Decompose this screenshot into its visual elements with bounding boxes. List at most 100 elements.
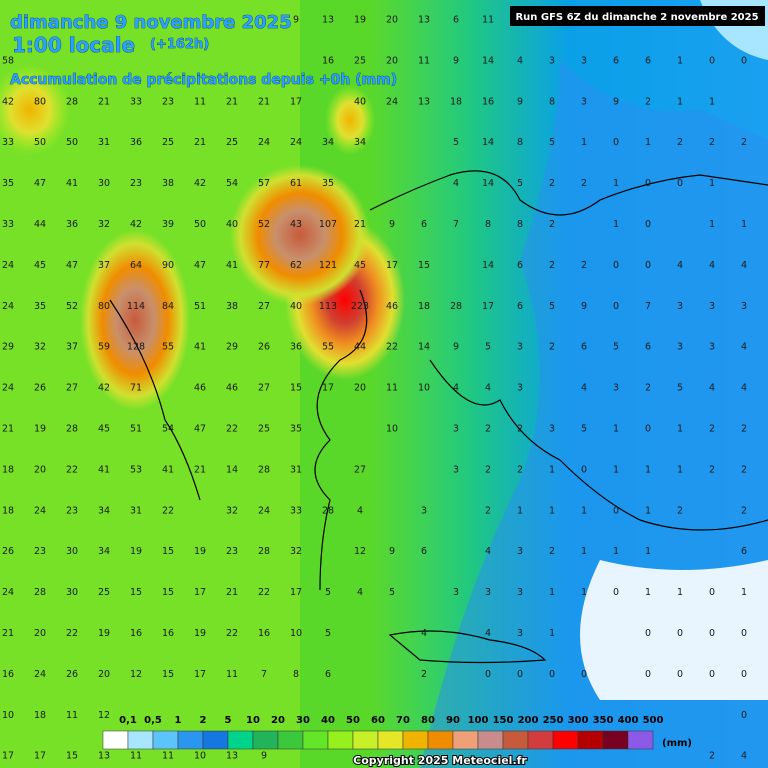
grid-value: 5 bbox=[325, 587, 331, 598]
grid-value: 1 bbox=[581, 137, 587, 148]
legend-label: 70 bbox=[396, 715, 410, 726]
grid-value: 15 bbox=[418, 260, 430, 271]
grid-value: 23 bbox=[226, 546, 238, 557]
grid-value: 6 bbox=[645, 55, 651, 66]
grid-value: 4 bbox=[709, 260, 715, 271]
grid-value: 41 bbox=[226, 260, 238, 271]
grid-value: 2 bbox=[677, 505, 683, 516]
grid-value: 40 bbox=[226, 219, 238, 230]
grid-value: 107 bbox=[319, 219, 337, 230]
grid-value: 25 bbox=[98, 587, 110, 598]
grid-value: 21 bbox=[354, 219, 366, 230]
date-title: dimanche 9 novembre 2025 bbox=[10, 12, 292, 33]
grid-value: 31 bbox=[98, 137, 110, 148]
grid-value: 2 bbox=[485, 424, 491, 435]
subtitle: Accumulation de précipitations depuis +0… bbox=[10, 72, 397, 88]
grid-value: 33 bbox=[290, 505, 302, 516]
legend-swatch bbox=[552, 730, 579, 750]
grid-value: 27 bbox=[258, 301, 270, 312]
grid-value: 11 bbox=[194, 96, 206, 107]
grid-value: 0 bbox=[613, 137, 619, 148]
grid-value: 22 bbox=[66, 628, 78, 639]
grid-value: 0 bbox=[677, 669, 683, 680]
grid-value: 3 bbox=[613, 383, 619, 394]
grid-value: 3 bbox=[517, 342, 523, 353]
grid-value: 24 bbox=[2, 260, 14, 271]
grid-value: 24 bbox=[34, 505, 46, 516]
grid-value: 20 bbox=[34, 628, 46, 639]
grid-value: 47 bbox=[194, 424, 206, 435]
grid-value: 34 bbox=[98, 546, 110, 557]
grid-value: 32 bbox=[290, 546, 302, 557]
grid-value: 26 bbox=[34, 383, 46, 394]
grid-value: 30 bbox=[66, 587, 78, 598]
grid-value: 5 bbox=[517, 178, 523, 189]
legend-label: 80 bbox=[421, 715, 435, 726]
grid-value: 35 bbox=[2, 178, 14, 189]
grid-value: 15 bbox=[162, 546, 174, 557]
grid-value: 6 bbox=[421, 546, 427, 557]
grid-value: 1 bbox=[677, 424, 683, 435]
grid-value: 1 bbox=[581, 505, 587, 516]
grid-value: 4 bbox=[741, 383, 747, 394]
grid-value: 77 bbox=[258, 260, 270, 271]
grid-value: 14 bbox=[482, 137, 494, 148]
grid-value: 32 bbox=[226, 505, 238, 516]
legend-label: 30 bbox=[296, 715, 310, 726]
legend-label: 60 bbox=[371, 715, 385, 726]
grid-value: 2 bbox=[677, 137, 683, 148]
grid-value: 28 bbox=[322, 505, 334, 516]
grid-value: 0 bbox=[549, 669, 555, 680]
grid-value: 24 bbox=[2, 383, 14, 394]
grid-value: 1 bbox=[613, 546, 619, 557]
grid-value: 21 bbox=[258, 96, 270, 107]
legend-swatch bbox=[377, 730, 404, 750]
grid-value: 31 bbox=[290, 464, 302, 475]
grid-value: 21 bbox=[194, 137, 206, 148]
grid-value: 20 bbox=[386, 55, 398, 66]
grid-value: 25 bbox=[258, 424, 270, 435]
grid-value: 27 bbox=[66, 383, 78, 394]
grid-value: 11 bbox=[418, 55, 430, 66]
grid-value: 9 bbox=[453, 342, 459, 353]
legend-swatch bbox=[427, 730, 454, 750]
legend-swatch bbox=[477, 730, 504, 750]
grid-value: 23 bbox=[34, 546, 46, 557]
grid-value: 16 bbox=[258, 628, 270, 639]
grid-value: 12 bbox=[98, 710, 110, 721]
grid-value: 9 bbox=[453, 55, 459, 66]
legend-label: 50 bbox=[346, 715, 360, 726]
grid-value: 0 bbox=[645, 628, 651, 639]
legend-label: 90 bbox=[446, 715, 460, 726]
grid-value: 10 bbox=[2, 710, 14, 721]
grid-value: 52 bbox=[258, 219, 270, 230]
grid-value: 3 bbox=[709, 301, 715, 312]
grid-value: 113 bbox=[319, 301, 337, 312]
grid-value: 2 bbox=[709, 137, 715, 148]
grid-value: 44 bbox=[34, 219, 46, 230]
grid-value: 21 bbox=[2, 424, 14, 435]
grid-value: 8 bbox=[517, 219, 523, 230]
grid-value: 121 bbox=[319, 260, 337, 271]
grid-value: 28 bbox=[258, 546, 270, 557]
grid-value: 18 bbox=[2, 464, 14, 475]
grid-value: 17 bbox=[386, 260, 398, 271]
grid-value: 17 bbox=[322, 383, 334, 394]
grid-value: 114 bbox=[127, 301, 145, 312]
grid-value: 22 bbox=[162, 505, 174, 516]
grid-value: 28 bbox=[450, 301, 462, 312]
grid-value: 16 bbox=[2, 669, 14, 680]
grid-value: 8 bbox=[485, 219, 491, 230]
grid-value: 50 bbox=[66, 137, 78, 148]
grid-value: 3 bbox=[709, 342, 715, 353]
grid-value: 21 bbox=[226, 587, 238, 598]
grid-value: 26 bbox=[66, 669, 78, 680]
grid-value: 46 bbox=[386, 301, 398, 312]
grid-value: 6 bbox=[325, 669, 331, 680]
grid-value: 50 bbox=[34, 137, 46, 148]
grid-value: 1 bbox=[709, 178, 715, 189]
legend-label: 1 bbox=[175, 715, 182, 726]
grid-value: 0 bbox=[741, 55, 747, 66]
